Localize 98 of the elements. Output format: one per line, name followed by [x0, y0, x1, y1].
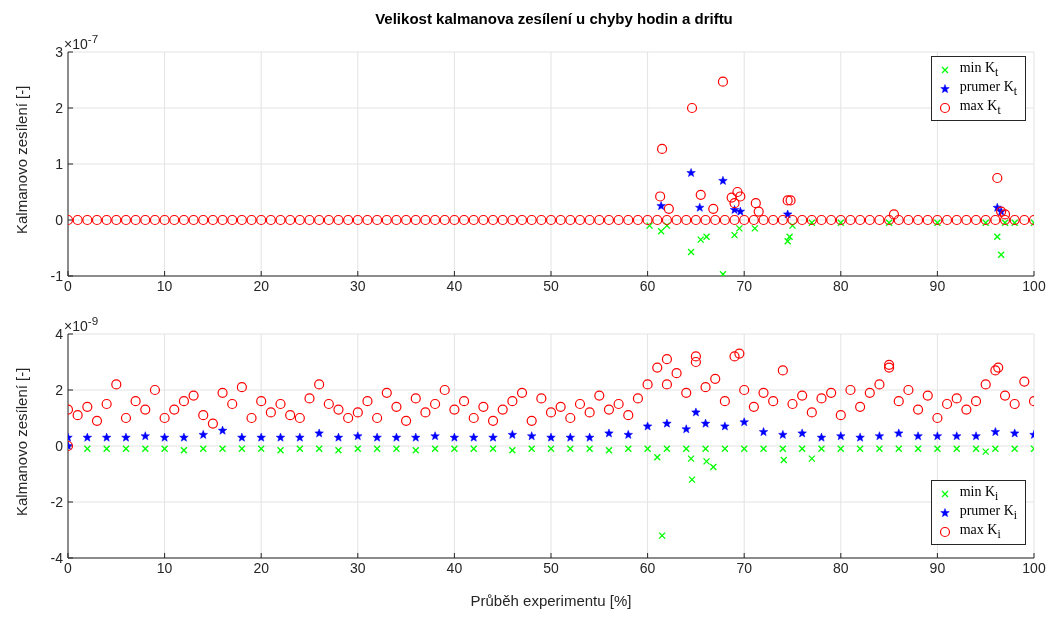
x-tick-label: 20	[253, 277, 270, 294]
point	[488, 432, 498, 442]
point	[681, 424, 691, 434]
x-tick-label: 80	[833, 559, 849, 576]
x-tick-label: 60	[639, 559, 656, 576]
y-axis-title: Kalmanovo zesílení [-]	[13, 85, 31, 234]
x-tick-label: 30	[350, 277, 366, 294]
chart-title: Velikost kalmanova zesílení u chyby hodin a driftu	[374, 9, 734, 29]
y-tick-label: 2	[55, 381, 64, 398]
point	[691, 407, 701, 417]
y-tick-label: 1	[55, 155, 64, 172]
point	[198, 430, 208, 439]
point	[160, 432, 170, 442]
point	[218, 425, 228, 435]
x-tick-label: 20	[253, 559, 270, 576]
y-axis-title: Kalmanovo zesílení [-]	[13, 367, 31, 516]
point	[430, 431, 440, 441]
x-tick-label: 100	[1022, 277, 1046, 294]
point	[720, 421, 730, 431]
point	[971, 431, 981, 441]
point	[952, 431, 962, 441]
point	[449, 432, 459, 442]
point	[643, 421, 653, 431]
point	[623, 430, 633, 439]
text: ×10$^{-9}$	[64, 314, 99, 334]
point	[507, 430, 517, 439]
point	[604, 428, 614, 438]
y-tick-label: -2	[50, 493, 64, 510]
point	[783, 209, 793, 219]
point	[372, 432, 382, 442]
point	[179, 432, 189, 442]
point	[102, 432, 112, 442]
legend-label: min K$_{i}$	[959, 484, 999, 503]
point	[82, 432, 92, 442]
y-tick-label: 0	[55, 437, 64, 454]
x-tick-label: 40	[446, 559, 463, 576]
point	[701, 418, 711, 428]
x-tick-label: 50	[543, 559, 559, 576]
legend-label: max K$_{i}$	[959, 522, 1001, 541]
point	[527, 431, 537, 441]
point	[656, 201, 666, 210]
x-tick-label: 30	[350, 559, 366, 576]
legend-label: min K$_{t}$	[959, 60, 999, 79]
point	[836, 431, 846, 441]
point	[797, 428, 807, 438]
point	[686, 168, 696, 177]
point	[237, 432, 247, 442]
point	[469, 432, 479, 442]
point	[1010, 428, 1020, 438]
legend-label: prumer K$_{t}$	[959, 79, 1017, 98]
x-tick-label: 40	[446, 277, 463, 294]
point	[275, 432, 286, 442]
text: ×10$^{-7}$	[64, 32, 99, 52]
point	[256, 432, 266, 442]
point	[816, 432, 827, 442]
point	[739, 417, 749, 427]
point	[735, 206, 745, 216]
legend-label: max K$_{t}$	[959, 98, 1001, 117]
point	[894, 428, 904, 438]
point	[913, 431, 923, 441]
y-tick-label: 4	[55, 325, 64, 342]
y-tick-label: 0	[55, 211, 64, 228]
y-tick-label: 3	[55, 43, 64, 60]
x-tick-label: 70	[736, 277, 753, 294]
point	[333, 432, 344, 442]
legend-label: prumer K$_{i}$	[959, 503, 1017, 522]
point	[295, 432, 305, 442]
point	[314, 428, 324, 438]
point	[855, 432, 865, 442]
point	[758, 427, 769, 436]
x-tick-label: 80	[833, 277, 849, 294]
point	[662, 418, 672, 428]
point	[778, 430, 788, 439]
x-tick-label: 10	[156, 559, 173, 576]
point	[411, 432, 421, 442]
point	[695, 202, 705, 212]
point	[874, 431, 884, 441]
point	[585, 432, 595, 442]
point	[990, 427, 1000, 436]
x-tick-label: 10	[156, 277, 173, 294]
x-axis-title: Průběh experimentu [%]	[470, 592, 632, 609]
x-tick-label: 100	[1022, 559, 1046, 576]
point	[353, 431, 363, 441]
point	[932, 431, 942, 441]
point	[121, 432, 131, 442]
point	[546, 432, 556, 442]
point	[565, 432, 575, 442]
y-tick-label: -1	[50, 267, 64, 284]
point	[391, 432, 401, 442]
x-tick-label: 70	[736, 559, 753, 576]
y-tick-label: 2	[55, 99, 64, 116]
x-tick-label: 90	[929, 277, 946, 294]
x-tick-label: 50	[543, 277, 559, 294]
point	[718, 176, 728, 185]
x-tick-label: 90	[929, 559, 946, 576]
point	[140, 431, 150, 441]
y-tick-label: -4	[50, 549, 64, 566]
x-tick-label: 60	[639, 277, 656, 294]
